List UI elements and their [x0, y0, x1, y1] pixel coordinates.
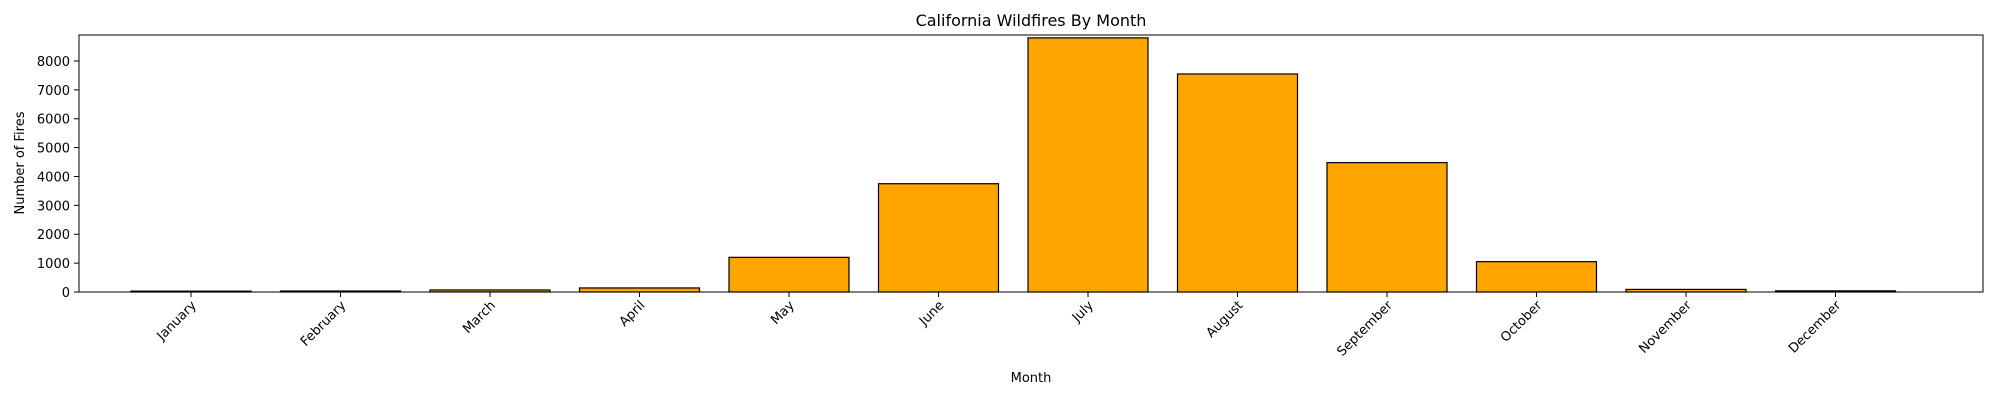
y-axis-label: Number of Fires — [13, 111, 28, 214]
bar-october — [1475, 261, 1598, 293]
y-tick-label: 2000 — [37, 228, 70, 243]
bar-june — [877, 183, 1000, 293]
y-tick-label: 6000 — [37, 113, 70, 128]
chart-title: California Wildfires By Month — [916, 11, 1147, 30]
x-tick-label: December — [1786, 298, 1845, 357]
x-tick-label: April — [617, 298, 649, 330]
x-tick-label: June — [916, 298, 947, 329]
y-tick-label: 3000 — [37, 199, 70, 214]
bar-april — [578, 287, 701, 293]
bar-july — [1027, 37, 1149, 293]
y-tick-label: 1000 — [37, 257, 70, 272]
x-tick-label: July — [1069, 298, 1097, 326]
bar-may — [728, 256, 850, 293]
y-tick-label: 5000 — [37, 142, 70, 157]
x-tick-label: October — [1498, 298, 1546, 346]
x-tick-label: March — [460, 298, 499, 337]
plot-frame — [78, 34, 1984, 293]
bars-group — [130, 37, 1897, 293]
x-axis-label: Month — [1011, 371, 1052, 386]
y-tick-label: 4000 — [37, 170, 70, 185]
bar-august — [1176, 73, 1299, 293]
y-tick-label: 8000 — [37, 55, 70, 70]
y-tick-label: 0 — [62, 286, 70, 301]
x-tick-label: August — [1204, 298, 1247, 341]
x-tick-label: February — [298, 298, 350, 350]
x-axis: January February March April May June July Augu… — [154, 292, 1845, 360]
y-tick-label: 7000 — [37, 84, 70, 99]
x-tick-label: September — [1334, 298, 1396, 360]
bar-september — [1326, 162, 1448, 293]
y-axis: 0 1000 2000 3000 4000 5000 6000 7000 8000 — [37, 55, 79, 301]
x-tick-label: November — [1636, 298, 1695, 357]
x-tick-label: January — [154, 298, 200, 344]
x-tick-label: May — [768, 298, 798, 328]
